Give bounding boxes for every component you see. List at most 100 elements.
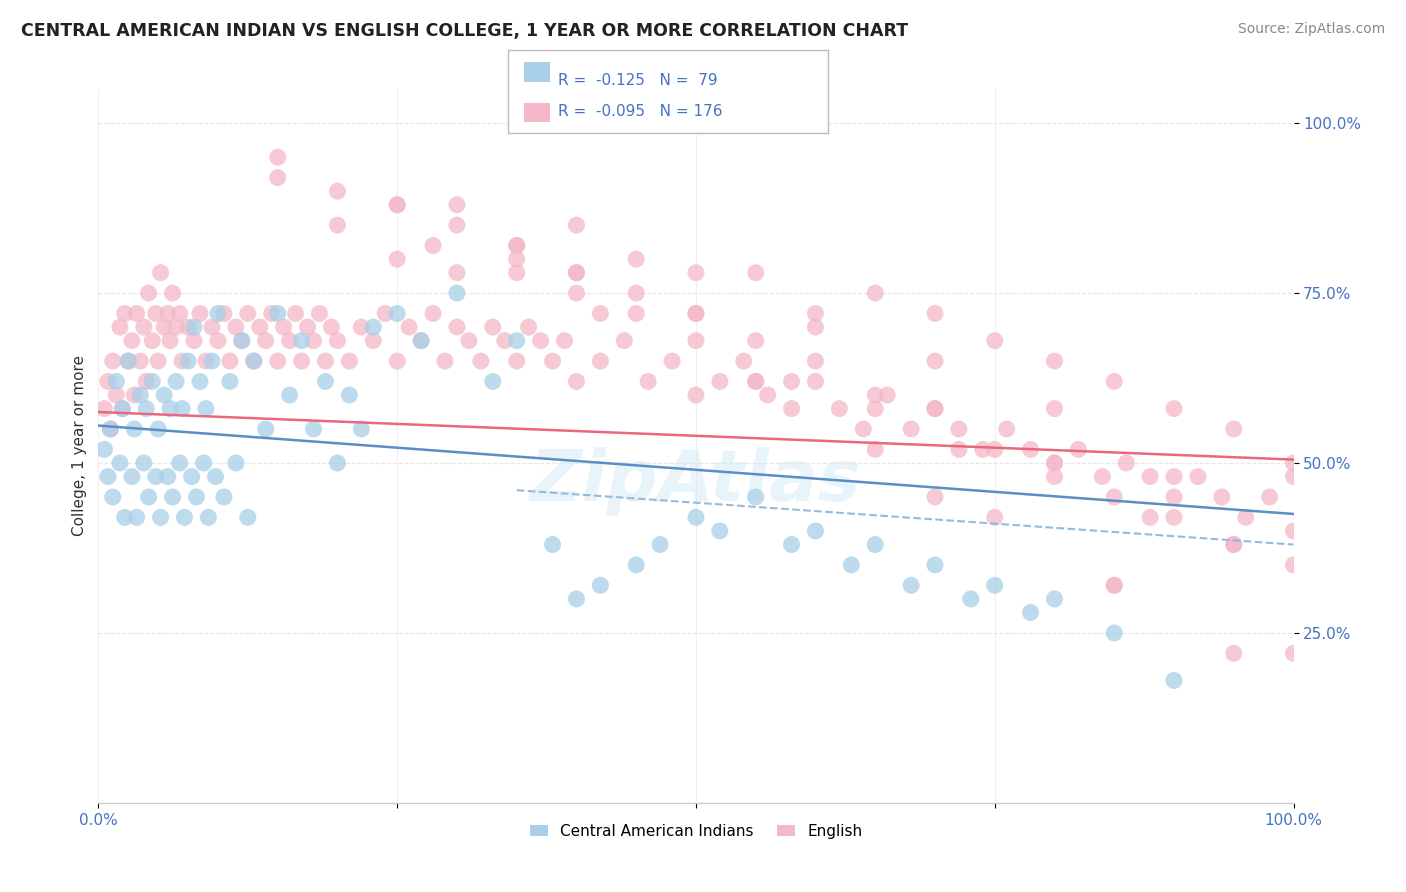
Point	[1043, 456, 1066, 470]
Point	[1104, 578, 1126, 592]
Point	[924, 490, 946, 504]
Point	[1067, 442, 1090, 457]
Point	[326, 334, 349, 348]
Point	[350, 320, 373, 334]
Point	[637, 375, 659, 389]
Point	[865, 537, 887, 551]
Point	[565, 266, 588, 280]
Point	[541, 354, 564, 368]
Point	[1187, 469, 1209, 483]
Point	[589, 578, 612, 592]
Point	[1223, 537, 1246, 551]
Point	[984, 510, 1007, 524]
Point	[984, 334, 1007, 348]
Point	[148, 422, 170, 436]
Point	[231, 334, 253, 348]
Point	[506, 354, 529, 368]
Point	[129, 388, 152, 402]
Point	[141, 334, 163, 348]
Point	[1258, 490, 1281, 504]
Point	[1223, 537, 1246, 551]
Point	[506, 266, 529, 280]
Point	[626, 286, 648, 301]
Point	[565, 375, 588, 389]
Point	[254, 422, 277, 436]
Point	[482, 320, 505, 334]
Point	[315, 354, 337, 368]
Point	[506, 238, 529, 252]
Point	[267, 306, 290, 320]
Point	[225, 456, 247, 470]
Point	[422, 306, 444, 320]
Point	[924, 401, 946, 416]
Point	[1104, 626, 1126, 640]
Point	[685, 266, 707, 280]
Point	[149, 510, 172, 524]
Point	[565, 286, 588, 301]
Point	[1163, 673, 1185, 688]
Point	[385, 252, 409, 266]
Point	[148, 354, 170, 368]
Point	[506, 238, 529, 252]
Point	[363, 334, 385, 348]
Point	[117, 354, 139, 368]
Point	[1282, 646, 1305, 660]
Point	[685, 306, 707, 320]
Point	[125, 510, 148, 524]
Point	[169, 306, 191, 320]
Point	[186, 490, 208, 504]
Point	[685, 306, 707, 320]
Point	[411, 334, 433, 348]
Point	[685, 510, 707, 524]
Point	[97, 469, 120, 483]
Point	[135, 401, 157, 416]
Point	[541, 537, 564, 551]
Point	[745, 375, 768, 389]
Point	[125, 306, 148, 320]
Point	[207, 334, 229, 348]
Point	[124, 422, 146, 436]
Point	[960, 591, 983, 606]
Point	[589, 306, 612, 320]
Point	[297, 320, 319, 334]
Point	[446, 218, 468, 232]
Point	[494, 334, 516, 348]
Point	[804, 354, 827, 368]
Point	[1223, 422, 1246, 436]
Point	[129, 354, 152, 368]
Point	[284, 306, 307, 320]
Point	[434, 354, 457, 368]
Text: CENTRAL AMERICAN INDIAN VS ENGLISH COLLEGE, 1 YEAR OR MORE CORRELATION CHART: CENTRAL AMERICAN INDIAN VS ENGLISH COLLE…	[21, 22, 908, 40]
Point	[105, 375, 128, 389]
Point	[530, 334, 553, 348]
Point	[565, 591, 588, 606]
Point	[212, 306, 235, 320]
Point	[565, 266, 588, 280]
Point	[339, 388, 361, 402]
Point	[326, 456, 349, 470]
Point	[1163, 469, 1185, 483]
Point	[156, 306, 179, 320]
Point	[1104, 490, 1126, 504]
Point	[101, 354, 124, 368]
Point	[995, 422, 1018, 436]
Point	[159, 334, 181, 348]
Point	[321, 320, 343, 334]
Point	[804, 306, 827, 320]
Point	[177, 354, 200, 368]
Point	[458, 334, 481, 348]
Point	[685, 334, 707, 348]
Point	[924, 558, 946, 572]
Point	[506, 334, 529, 348]
Point	[124, 388, 146, 402]
Point	[422, 238, 444, 252]
Point	[1139, 469, 1161, 483]
Point	[236, 510, 259, 524]
Point	[852, 422, 875, 436]
Point	[114, 510, 136, 524]
Point	[219, 354, 242, 368]
Point	[183, 320, 205, 334]
Point	[169, 456, 191, 470]
Point	[156, 469, 179, 483]
Point	[1043, 469, 1066, 483]
